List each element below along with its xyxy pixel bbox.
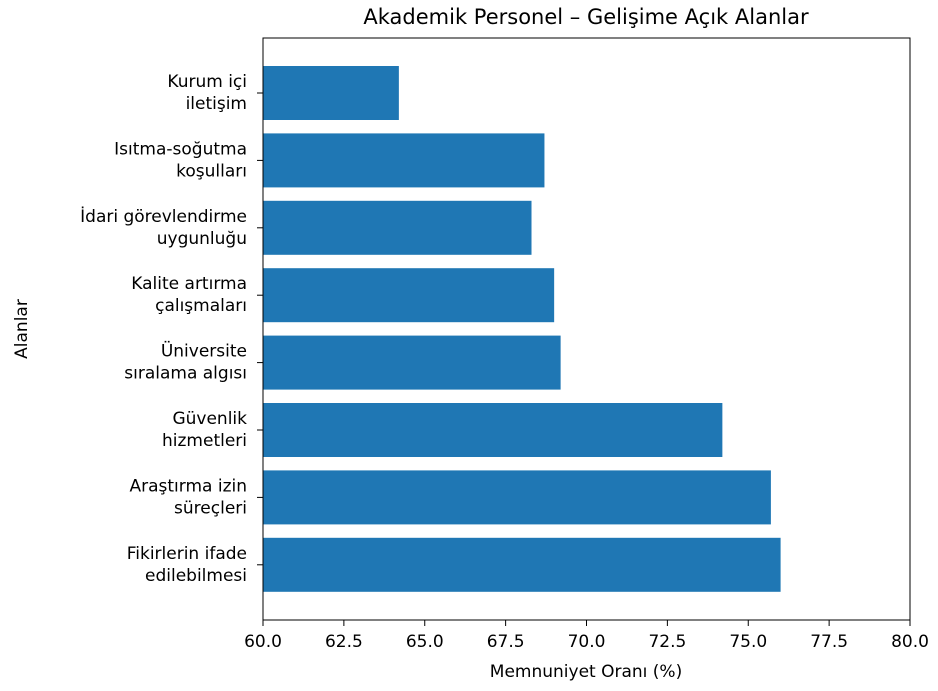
bar [263,66,399,120]
bar [263,335,561,390]
bar [263,403,723,457]
x-tick-label: 65.0 [406,632,444,652]
y-axis-label: Alanlar [12,299,32,359]
x-tick-label: 72.5 [648,632,686,652]
y-tick-label: Güvenlik hizmetleri [162,409,247,451]
x-tick-label: 80.0 [891,632,929,652]
y-tick-label: Isıtma-soğutma koşulları [114,139,247,181]
x-tick-label: 60.0 [244,632,282,652]
x-tick-label: 67.5 [487,632,525,652]
y-tick-label: Üniversite sıralama algısı [124,340,247,384]
plot-frame [262,37,911,621]
bar [263,537,781,592]
y-tick-label: Araştırma izin süreçleri [130,476,248,518]
x-tick-label: 70.0 [568,632,606,652]
bar [263,268,555,323]
x-tick-label: 75.0 [729,632,767,652]
x-tick-label: 77.5 [810,632,848,652]
bar [263,200,532,255]
chart-title: Akademik Personel – Gelişime Açık Alanla… [363,5,809,29]
y-tick-label: Kalite artırma çalışmaları [131,274,247,316]
x-tick-label: 62.5 [325,632,363,652]
bar [263,133,545,188]
bar [263,470,771,525]
y-tick-label: İdari görevlendirme uygunluğu [80,206,247,249]
y-tick-label: Kurum içi iletişim [167,72,247,114]
y-tick-label: Fikirlerin ifade edilebilmesi [127,544,247,586]
x-axis-label: Memnuniyet Oranı (%) [490,662,682,682]
